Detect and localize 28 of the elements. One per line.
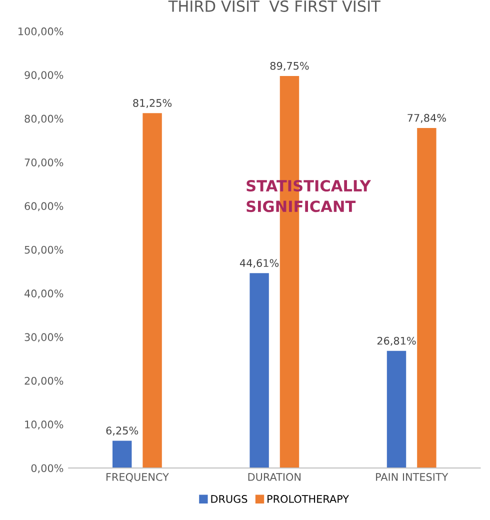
y-tick-label: 10,00% [25, 420, 64, 430]
data-label: 6,25% [106, 426, 138, 436]
y-tick-label: 80,00% [24, 114, 64, 124]
y-tick-label: 40,00% [24, 290, 64, 298]
data-label: 77,84% [408, 114, 446, 123]
x-tick-label: DURATION [248, 473, 300, 481]
data-label: 89,75% [270, 62, 309, 71]
y-tick-label: 90,00% [24, 71, 64, 80]
bar [112, 440, 132, 468]
bar [417, 128, 436, 468]
data-label: 26,81% [377, 336, 416, 346]
data-label: 81,25% [133, 99, 172, 108]
y-tick-label: 20,00% [24, 376, 64, 386]
legend-label: DRUGS [211, 495, 248, 503]
y-tick-label: 70,00% [24, 158, 64, 168]
bar [386, 350, 406, 468]
y-tick-label: 100,00% [18, 27, 64, 36]
y-tick-label: 30,00% [24, 333, 64, 342]
x-tick-label: PAIN INTESITY [376, 473, 448, 481]
y-tick-label: 50,00% [24, 246, 64, 255]
bar [250, 273, 269, 468]
bar [142, 113, 162, 468]
x-tick-label: FREQUENCY [106, 473, 169, 482]
legend-label: PROLOTHERAPY [268, 495, 350, 503]
y-tick-label: 60,00% [24, 202, 64, 212]
chart-title: THIRD VISIT VS FIRST VISIT [168, 0, 380, 12]
y-tick-label: 0,00% [31, 464, 64, 474]
data-label: 44,61% [240, 259, 279, 268]
